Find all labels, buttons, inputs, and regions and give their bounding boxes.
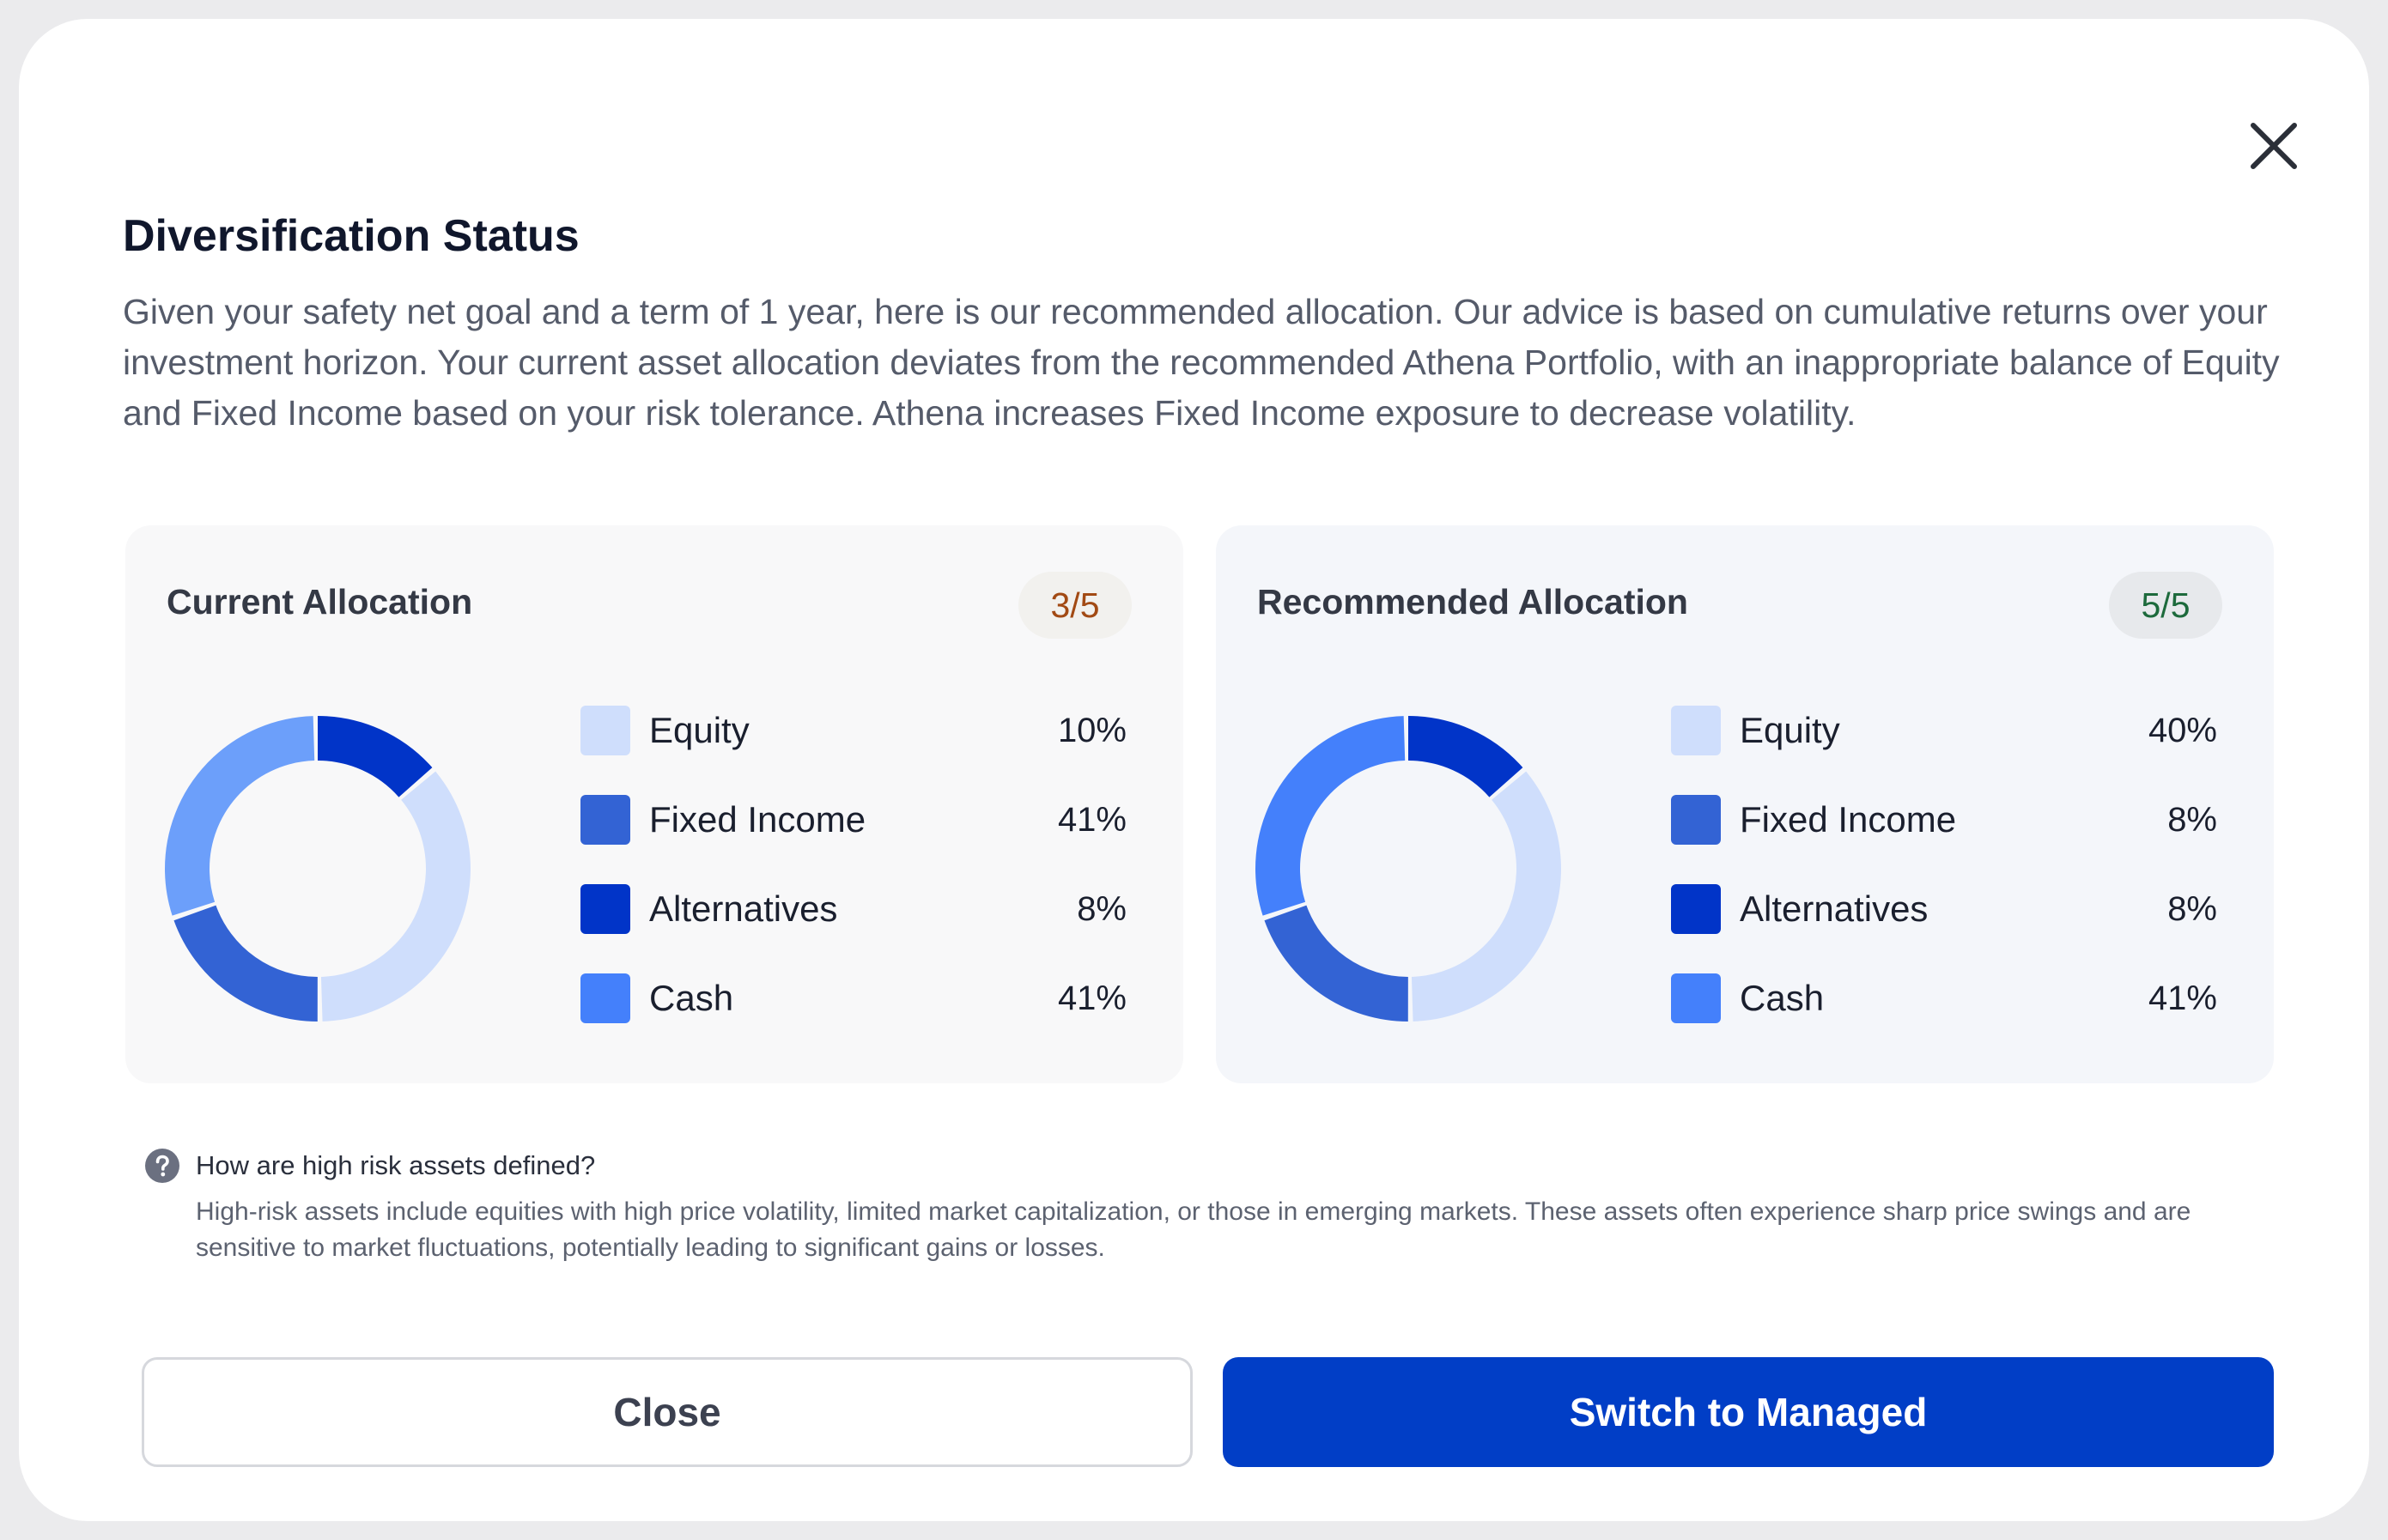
legend-label: Alternatives: [1740, 888, 1929, 929]
legend-item-fixed-income: Fixed Income 41%: [580, 795, 1127, 884]
modal-title: Diversification Status: [123, 211, 580, 261]
donut-segment-alternatives: [165, 716, 471, 1022]
recommended-allocation-donut: [1255, 716, 1561, 1022]
card-title: Current Allocation: [167, 582, 473, 621]
allocation-legend: Equity 40% Fixed Income 8% Alternatives …: [1671, 706, 2217, 1063]
legend-item-cash: Cash 41%: [1671, 973, 2217, 1063]
legend-swatch: [1671, 795, 1721, 845]
legend-swatch: [1671, 973, 1721, 1023]
diversification-modal: Diversification Status Given your safety…: [19, 19, 2369, 1521]
donut-segment-cash: [165, 716, 471, 1022]
score-badge: 3/5: [1018, 572, 1132, 639]
card-title: Recommended Allocation: [1257, 582, 1688, 621]
legend-label: Equity: [649, 710, 750, 750]
recommended-allocation-card: Recommended Allocation 5/5 Equity 40% Fi…: [1216, 525, 2274, 1083]
allocation-legend: Equity 10% Fixed Income 41% Alternatives…: [580, 706, 1127, 1063]
legend-value: 40%: [2148, 712, 2217, 749]
legend-value: 41%: [2148, 979, 2217, 1017]
donut-segment-alternatives: [1255, 716, 1561, 1022]
question-circle-icon: [145, 1149, 179, 1183]
legend-value: 8%: [2167, 890, 2217, 928]
legend-label: Cash: [649, 978, 734, 1018]
current-allocation-card: Current Allocation 3/5 Equity 10% Fixed …: [125, 525, 1183, 1083]
current-allocation-donut: [165, 716, 471, 1022]
legend-swatch: [580, 795, 630, 845]
legend-label: Alternatives: [649, 888, 838, 929]
info-question: How are high risk assets defined?: [196, 1150, 596, 1180]
legend-item-alternatives: Alternatives 8%: [1671, 884, 2217, 973]
legend-value: 8%: [1077, 890, 1127, 928]
legend-label: Cash: [1740, 978, 1825, 1018]
donut-segment-cash: [1255, 716, 1561, 1022]
legend-swatch: [580, 973, 630, 1023]
donut-segment-equity: [165, 716, 471, 1022]
legend-value: 41%: [1057, 801, 1127, 839]
legend-item-equity: Equity 40%: [1671, 706, 2217, 795]
legend-swatch: [580, 706, 630, 755]
legend-value: 41%: [1057, 979, 1127, 1017]
legend-label: Fixed Income: [1740, 799, 1957, 840]
legend-value: 10%: [1057, 712, 1127, 749]
donut-segment-equity: [1255, 716, 1561, 1022]
legend-swatch: [580, 884, 630, 934]
legend-label: Fixed Income: [649, 799, 866, 840]
close-button[interactable]: Close: [142, 1357, 1193, 1467]
close-icon[interactable]: [2241, 113, 2306, 179]
modal-description: Given your safety net goal and a term of…: [123, 292, 2280, 433]
legend-item-equity: Equity 10%: [580, 706, 1127, 795]
legend-item-fixed-income: Fixed Income 8%: [1671, 795, 2217, 884]
legend-swatch: [1671, 706, 1721, 755]
switch-to-managed-button[interactable]: Switch to Managed: [1223, 1357, 2274, 1467]
legend-label: Equity: [1740, 710, 1840, 750]
legend-item-cash: Cash 41%: [580, 973, 1127, 1063]
legend-value: 8%: [2167, 801, 2217, 839]
legend-swatch: [1671, 884, 1721, 934]
info-answer: High-risk assets include equities with h…: [196, 1197, 2191, 1262]
legend-item-alternatives: Alternatives 8%: [580, 884, 1127, 973]
score-badge: 5/5: [2109, 572, 2222, 639]
